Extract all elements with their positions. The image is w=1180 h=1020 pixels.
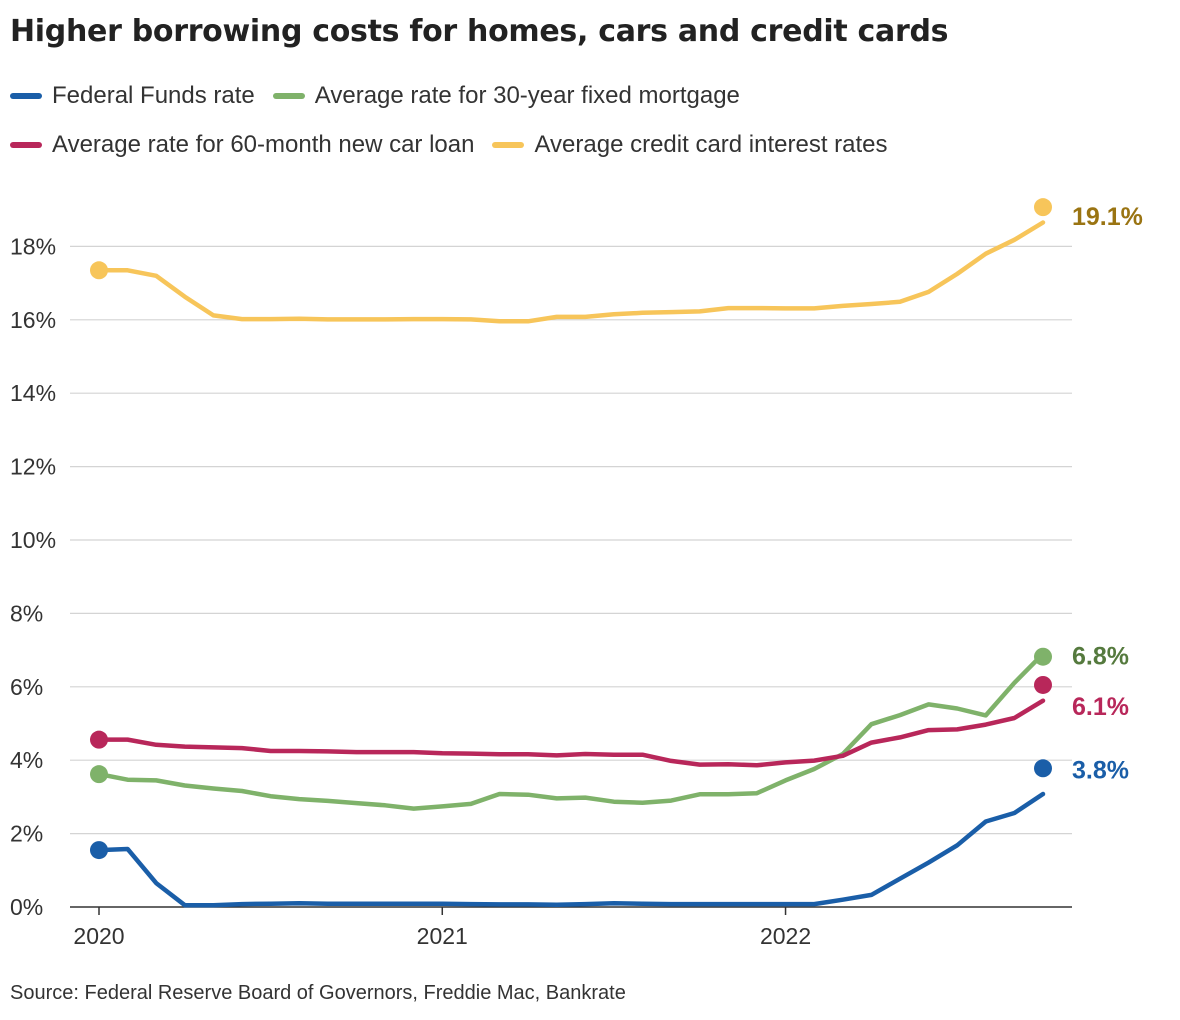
x-axis-tick-labels: 2020 2021 2022 bbox=[73, 907, 811, 949]
end-value-labels: 19.1% 6.8% 6.1% 3.8% bbox=[1072, 203, 1143, 784]
legend-label-mortgage: Average rate for 30-year fixed mortgage bbox=[314, 82, 740, 109]
y-tick-label: 6% bbox=[10, 674, 43, 700]
legend-swatch-car-loan bbox=[10, 142, 42, 148]
legend-item-mortgage: Average rate for 30-year fixed mortgage bbox=[272, 82, 740, 110]
y-tick-label: 8% bbox=[10, 600, 43, 626]
start-marker-car-loan bbox=[90, 730, 108, 749]
y-tick-label: 12% bbox=[10, 454, 56, 480]
end-label-fed-funds: 3.8% bbox=[1072, 756, 1129, 784]
y-tick-label: 0% bbox=[10, 894, 43, 920]
series-lines bbox=[96, 220, 1046, 908]
legend-label-fed-funds: Federal Funds rate bbox=[52, 82, 255, 109]
series-line-mortgage bbox=[96, 651, 1046, 811]
x-tick-label: 2022 bbox=[760, 923, 811, 949]
end-label-car-loan: 6.1% bbox=[1072, 693, 1129, 721]
x-tick-label: 2021 bbox=[417, 923, 468, 949]
end-marker-car-loan bbox=[1034, 675, 1052, 694]
y-tick-label: 2% bbox=[10, 821, 43, 847]
end-label-credit-card: 19.1% bbox=[1072, 203, 1143, 231]
legend-label-credit-card: Average credit card interest rates bbox=[534, 131, 888, 158]
start-marker-fed-funds bbox=[90, 841, 108, 860]
legend-label-car-loan: Average rate for 60-month new car loan bbox=[52, 131, 475, 158]
chart-title: Higher borrowing costs for homes, cars a… bbox=[10, 14, 949, 49]
series-markers bbox=[90, 198, 1052, 860]
series-line-credit-card bbox=[96, 220, 1046, 324]
y-axis-tick-labels: 0% 2% 4% 6% 8% 10% 12% 14% 16% 18% bbox=[10, 233, 56, 920]
start-marker-credit-card bbox=[90, 261, 108, 280]
end-marker-mortgage bbox=[1034, 647, 1052, 666]
legend-swatch-credit-card bbox=[492, 142, 525, 148]
legend-item-fed-funds: Federal Funds rate bbox=[10, 82, 255, 110]
y-tick-label: 16% bbox=[10, 307, 56, 333]
x-tick-label: 2020 bbox=[73, 923, 124, 949]
legend-item-credit-card: Average credit card interest rates bbox=[492, 131, 888, 159]
y-tick-label: 10% bbox=[10, 527, 56, 553]
end-label-mortgage: 6.8% bbox=[1072, 643, 1129, 671]
y-tick-label: 4% bbox=[10, 747, 43, 773]
legend-row-2: Average rate for 60-month new car loan A… bbox=[10, 131, 906, 159]
legend-swatch-fed-funds bbox=[10, 93, 42, 99]
series-line-fed-funds bbox=[96, 791, 1046, 908]
gridlines bbox=[70, 245, 1072, 908]
source-note: Source: Federal Reserve Board of Governo… bbox=[10, 982, 626, 1004]
legend-swatch-mortgage bbox=[272, 93, 305, 99]
y-tick-label: 18% bbox=[10, 233, 56, 259]
y-tick-label: 14% bbox=[10, 380, 56, 406]
legend-row-1: Federal Funds rate Average rate for 30-y… bbox=[10, 82, 758, 110]
end-marker-fed-funds bbox=[1034, 759, 1052, 778]
legend-item-car-loan: Average rate for 60-month new car loan bbox=[10, 131, 474, 159]
series-line-car-loan bbox=[96, 698, 1046, 768]
start-marker-mortgage bbox=[90, 765, 108, 784]
end-marker-credit-card bbox=[1034, 198, 1052, 217]
